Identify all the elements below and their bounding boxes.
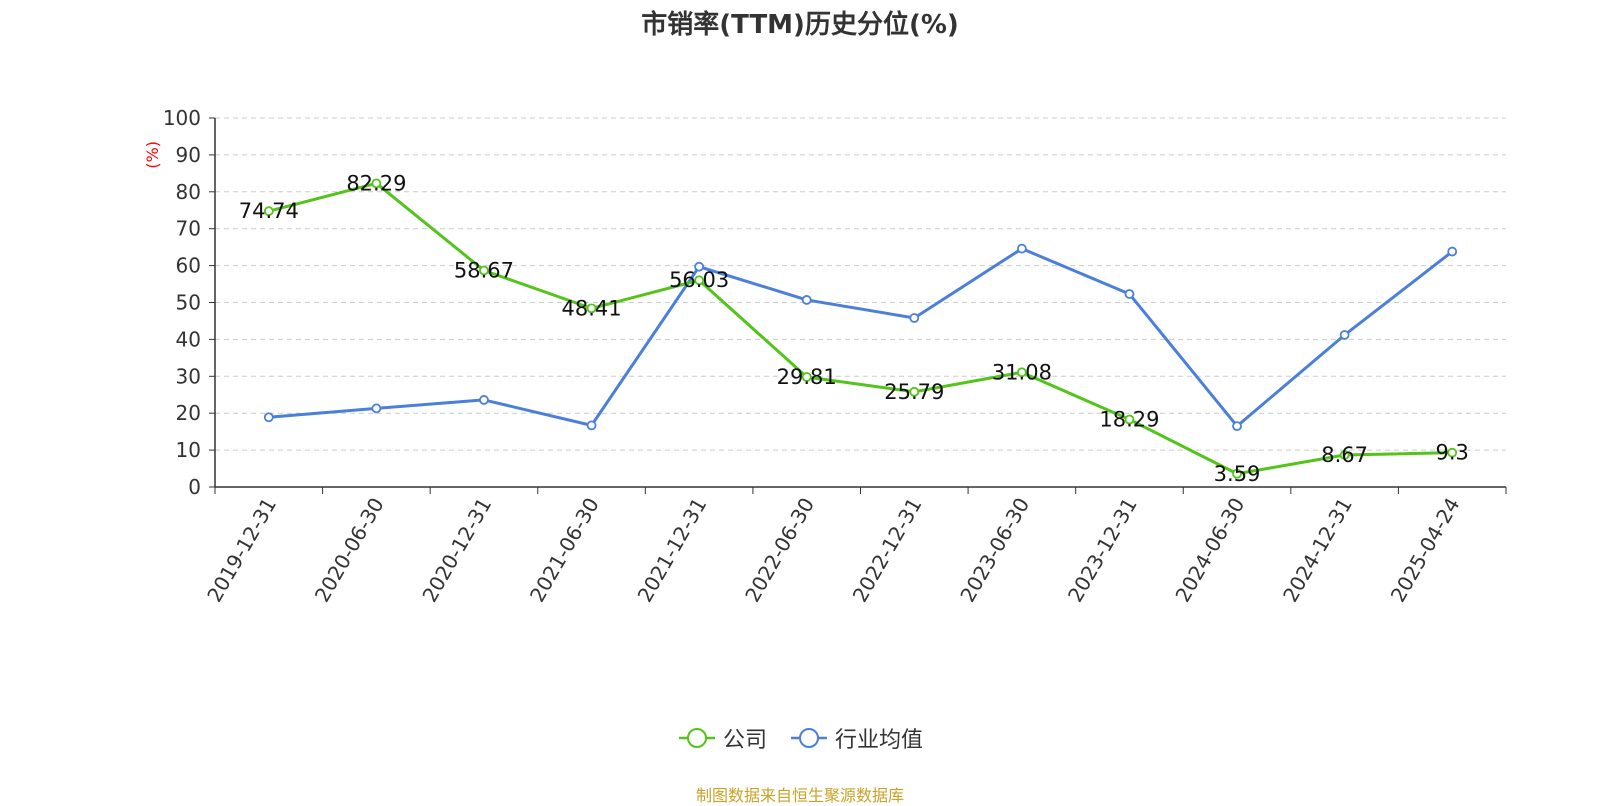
company-data-point xyxy=(1232,468,1242,479)
x-tick-label: 2021-06-30 xyxy=(525,494,604,607)
grid-lines xyxy=(215,117,1506,451)
x-tick-label: 2023-12-31 xyxy=(1063,494,1142,607)
x-tick-label: 2024-12-31 xyxy=(1278,494,1357,607)
legend-label: 行业均值 xyxy=(835,728,924,753)
company-data-label: 29.81 xyxy=(777,365,837,389)
legend-item-industry[interactable]: 行业均值 xyxy=(789,722,923,754)
legend-symbol-icon xyxy=(791,728,827,748)
legend: 公司 行业均值 xyxy=(0,722,1600,754)
company-data-point xyxy=(801,372,812,382)
x-tick-label: 2020-12-31 xyxy=(417,494,496,607)
data-source-note: 制图数据来自恒生聚源数据库 xyxy=(695,786,904,805)
company-data-point xyxy=(1016,367,1027,378)
company-data-label: 18.29 xyxy=(1099,408,1159,432)
y-tick-label: 70 xyxy=(176,217,201,241)
y-tick-label: 50 xyxy=(176,291,201,315)
company-data-point xyxy=(1339,450,1350,460)
y-tick-label: 0 xyxy=(188,475,201,499)
legend-item-company[interactable]: 公司 xyxy=(677,722,767,754)
company-data-point xyxy=(909,386,920,397)
company-data-label: 9.3 xyxy=(1436,441,1469,465)
y-tick-label: 30 xyxy=(176,364,201,388)
industry-data-point xyxy=(909,313,920,323)
series-lines xyxy=(263,178,1458,479)
company-data-label: 48.41 xyxy=(561,296,621,320)
company-data-point xyxy=(371,178,382,189)
industry-data-point xyxy=(1339,330,1350,340)
y-tick-label: 80 xyxy=(176,180,201,204)
company-series-line xyxy=(268,181,1453,476)
x-tick-label: 2019-12-31 xyxy=(202,494,281,607)
legend-symbol-icon xyxy=(678,728,715,748)
x-tick-label: 2022-06-30 xyxy=(740,494,819,607)
x-tick-label: 2023-06-30 xyxy=(955,494,1034,607)
company-data-point xyxy=(586,303,597,314)
y-tick-label: 40 xyxy=(176,327,201,351)
industry-data-point xyxy=(371,403,382,414)
y-tick-label: 10 xyxy=(176,438,201,462)
y-tick-label: 100 xyxy=(163,106,201,130)
company-data-label: 25.79 xyxy=(884,380,944,404)
industry-data-point xyxy=(1124,289,1135,299)
y-tick-label: 60 xyxy=(176,254,201,278)
x-tick-label: 2021-12-31 xyxy=(633,494,712,607)
x-tick-label: 2025-04-24 xyxy=(1386,494,1465,607)
legend-label: 公司 xyxy=(722,728,767,753)
x-tick-label: 2022-12-31 xyxy=(848,494,927,607)
company-data-label: 58.67 xyxy=(454,259,514,283)
company-data-label: 3.59 xyxy=(1214,462,1261,486)
industry-data-point xyxy=(1447,246,1458,257)
industry-data-point xyxy=(801,295,812,305)
company-data-point xyxy=(1447,447,1458,458)
y-axis-unit-label: (%) xyxy=(143,141,162,169)
industry-data-point xyxy=(1232,421,1242,432)
company-data-label: 56.03 xyxy=(669,268,729,292)
industry-data-point xyxy=(694,261,705,272)
data-labels: 74.74 82.29 58.67 48.41 56.03 29.81 25.79 31.08… xyxy=(239,171,1469,485)
company-data-point xyxy=(479,265,489,276)
company-data-point xyxy=(263,206,274,217)
company-data-point xyxy=(694,275,705,286)
industry-data-point xyxy=(1016,243,1027,254)
x-tick-label: 2024-06-30 xyxy=(1170,494,1249,607)
industry-data-point xyxy=(586,420,597,431)
chart-title: 市销率(TTM)历史分位(%) xyxy=(641,10,959,40)
company-data-label: 82.29 xyxy=(346,171,406,195)
y-tick-label: 90 xyxy=(176,143,201,167)
x-tick-label: 2020-06-30 xyxy=(310,494,389,607)
y-tick-label: 20 xyxy=(176,401,201,425)
industry-data-point xyxy=(479,395,489,405)
industry-series-line xyxy=(268,247,1454,428)
company-data-label: 74.74 xyxy=(239,199,299,223)
company-data-label: 31.08 xyxy=(992,360,1052,384)
company-data-point xyxy=(1124,414,1135,425)
company-data-label: 8.67 xyxy=(1321,443,1368,467)
industry-data-point xyxy=(263,412,274,423)
